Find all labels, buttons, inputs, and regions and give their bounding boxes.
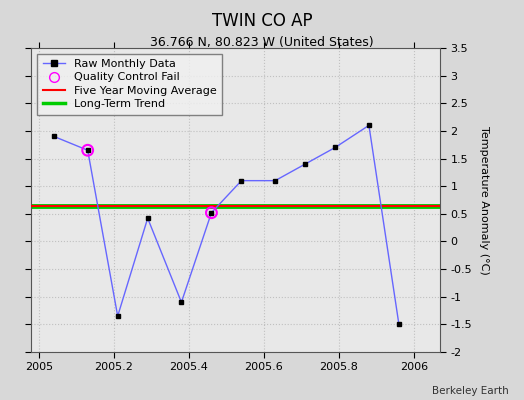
Legend: Raw Monthly Data, Quality Control Fail, Five Year Moving Average, Long-Term Tren: Raw Monthly Data, Quality Control Fail, … — [37, 54, 222, 115]
Y-axis label: Temperature Anomaly (°C): Temperature Anomaly (°C) — [479, 126, 489, 274]
Point — [83, 147, 92, 154]
Text: Berkeley Earth: Berkeley Earth — [432, 386, 508, 396]
Text: TWIN CO AP: TWIN CO AP — [212, 12, 312, 30]
Text: 36.766 N, 80.823 W (United States): 36.766 N, 80.823 W (United States) — [150, 36, 374, 49]
Point — [207, 210, 215, 216]
